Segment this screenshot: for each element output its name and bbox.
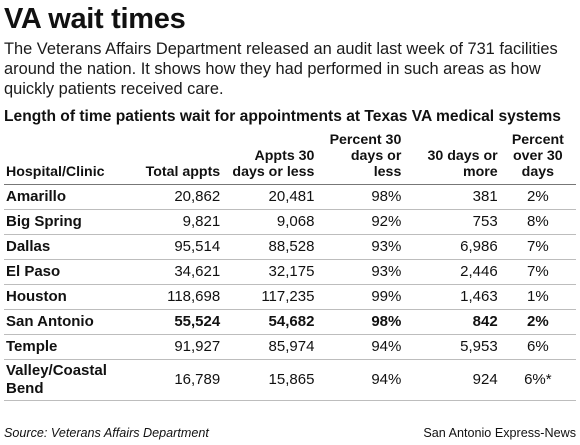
hospital-name-cell: El Paso bbox=[4, 259, 127, 285]
percent-30-or-less-cell: 98% bbox=[318, 309, 406, 335]
appts-30-or-less-cell: 20,481 bbox=[224, 184, 319, 210]
percent-over-30-cell: 7% bbox=[501, 259, 576, 285]
percent-over-30-cell: 1% bbox=[501, 284, 576, 310]
col-header-30-or-more: 30 days or more bbox=[405, 130, 502, 185]
table-row: Houston 118,698 117,235 99% 1,463 1% bbox=[4, 284, 576, 310]
hospital-name-cell: Dallas bbox=[4, 234, 127, 260]
over-30-cell: 6,986 bbox=[405, 234, 502, 260]
appts-30-or-less-cell: 15,865 bbox=[224, 359, 319, 401]
appts-30-or-less-cell: 54,682 bbox=[224, 309, 319, 335]
wait-times-table: Hospital/Clinic Total appts Appts 30 day… bbox=[4, 130, 576, 401]
over-30-cell: 2,446 bbox=[405, 259, 502, 285]
percent-over-30-cell: 6% bbox=[501, 334, 576, 360]
appts-30-or-less-cell: 9,068 bbox=[224, 209, 319, 235]
hospital-name-cell: Temple bbox=[4, 334, 127, 360]
hospital-name-cell: San Antonio bbox=[4, 309, 127, 335]
table-row: Dallas 95,514 88,528 93% 6,986 7% bbox=[4, 234, 576, 260]
col-header-total-appts: Total appts bbox=[126, 130, 225, 185]
percent-30-or-less-cell: 94% bbox=[318, 359, 406, 401]
footer: Source: Veterans Affairs Department San … bbox=[4, 426, 576, 440]
total-appts-cell: 118,698 bbox=[126, 284, 225, 310]
total-appts-cell: 16,789 bbox=[126, 359, 225, 401]
percent-over-30-cell: 8% bbox=[501, 209, 576, 235]
col-header-percent-30-or-less: Percent 30 days or less bbox=[318, 130, 406, 185]
percent-30-or-less-cell: 93% bbox=[318, 234, 406, 260]
total-appts-cell: 95,514 bbox=[126, 234, 225, 260]
over-30-cell: 381 bbox=[405, 184, 502, 210]
over-30-cell: 753 bbox=[405, 209, 502, 235]
table-row: Temple 91,927 85,974 94% 5,953 6% bbox=[4, 334, 576, 360]
appts-30-or-less-cell: 117,235 bbox=[224, 284, 319, 310]
appts-30-or-less-cell: 88,528 bbox=[224, 234, 319, 260]
table-row: Amarillo 20,862 20,481 98% 381 2% bbox=[4, 184, 576, 210]
total-appts-cell: 55,524 bbox=[126, 309, 225, 335]
table-row: Big Spring 9,821 9,068 92% 753 8% bbox=[4, 209, 576, 235]
appts-30-or-less-cell: 32,175 bbox=[224, 259, 319, 285]
hospital-name-cell: Houston bbox=[4, 284, 127, 310]
percent-30-or-less-cell: 99% bbox=[318, 284, 406, 310]
col-header-appts-30-or-less: Appts 30 days or less bbox=[224, 130, 319, 185]
col-header-percent-over-30: Percent over 30 days bbox=[501, 130, 576, 185]
table-row: El Paso 34,621 32,175 93% 2,446 7% bbox=[4, 259, 576, 285]
percent-over-30-cell: 7% bbox=[501, 234, 576, 260]
hospital-name-cell: Valley/Coastal Bend bbox=[4, 359, 127, 401]
intro-text: The Veterans Affairs Department released… bbox=[4, 40, 558, 98]
percent-30-or-less-cell: 98% bbox=[318, 184, 406, 210]
total-appts-cell: 34,621 bbox=[126, 259, 225, 285]
total-appts-cell: 9,821 bbox=[126, 209, 225, 235]
table-header-row: Hospital/Clinic Total appts Appts 30 day… bbox=[4, 130, 576, 185]
table-row: Valley/Coastal Bend 16,789 15,865 94% 924 6%* bbox=[4, 359, 576, 401]
over-30-cell: 5,953 bbox=[405, 334, 502, 360]
percent-over-30-cell: 2% bbox=[501, 309, 576, 335]
percent-over-30-cell: 6%* bbox=[501, 359, 576, 401]
total-appts-cell: 20,862 bbox=[126, 184, 225, 210]
col-header-hospital: Hospital/Clinic bbox=[4, 130, 127, 185]
percent-30-or-less-cell: 92% bbox=[318, 209, 406, 235]
source-credit: Source: Veterans Affairs Department bbox=[4, 426, 209, 440]
over-30-cell: 924 bbox=[405, 359, 502, 401]
table-title: Length of time patients wait for appoint… bbox=[4, 108, 561, 125]
over-30-cell: 842 bbox=[405, 309, 502, 335]
percent-over-30-cell: 2% bbox=[501, 184, 576, 210]
percent-30-or-less-cell: 93% bbox=[318, 259, 406, 285]
publisher-credit: San Antonio Express-News bbox=[423, 426, 576, 440]
appts-30-or-less-cell: 85,974 bbox=[224, 334, 319, 360]
over-30-cell: 1,463 bbox=[405, 284, 502, 310]
hospital-name-cell: Amarillo bbox=[4, 184, 127, 210]
hospital-name-cell: Big Spring bbox=[4, 209, 127, 235]
table-body: Amarillo 20,862 20,481 98% 381 2% Big Spring 9,… bbox=[4, 184, 576, 401]
percent-30-or-less-cell: 94% bbox=[318, 334, 406, 360]
graphic-title: VA wait times bbox=[4, 3, 186, 35]
graphic: VA wait times The Veterans Affairs Depar… bbox=[4, 0, 576, 401]
total-appts-cell: 91,927 bbox=[126, 334, 225, 360]
table-row: San Antonio 55,524 54,682 98% 842 2% bbox=[4, 309, 576, 335]
